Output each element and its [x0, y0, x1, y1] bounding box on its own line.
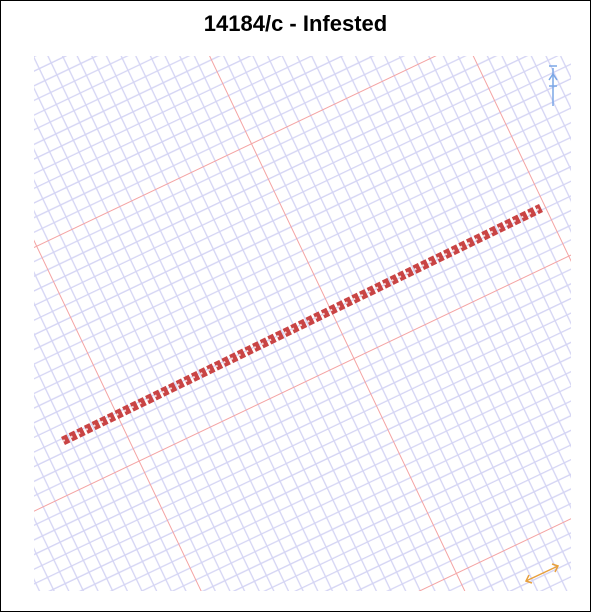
north-indicator — [548, 65, 558, 106]
map — [34, 56, 571, 591]
infested-chain-detail — [62, 207, 542, 442]
title: 14184/c - Infested — [203, 11, 388, 36]
scale-indicator — [524, 563, 560, 584]
